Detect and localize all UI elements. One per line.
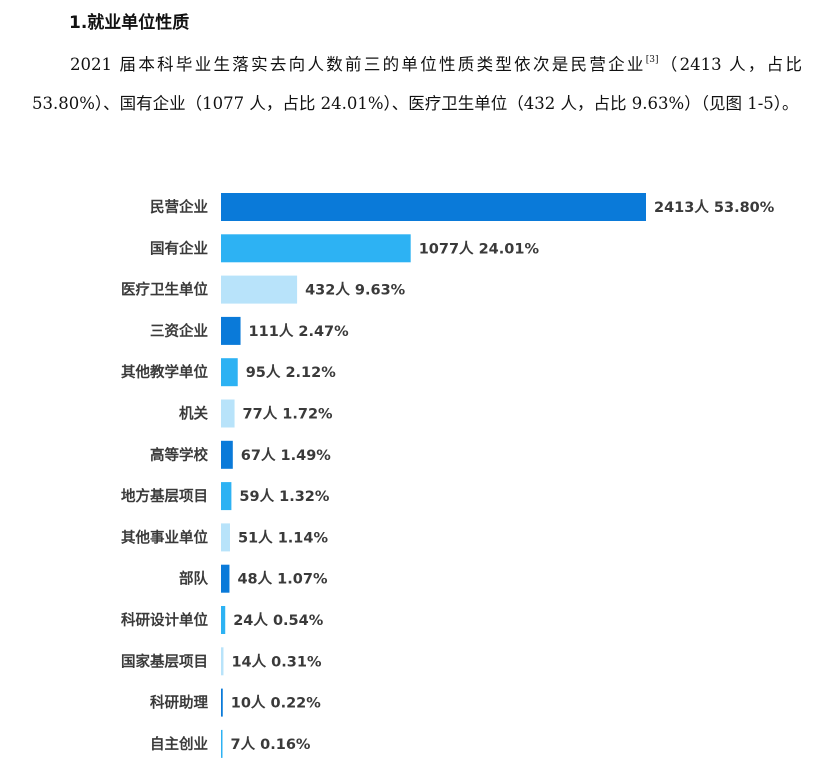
data-label: 48人 1.07% xyxy=(237,571,328,588)
paragraph-main: 2021 届本科毕业生落实去向人数前三的单位性质类型依次是民营企业 xyxy=(70,55,646,74)
data-label: 432人 9.63% xyxy=(305,282,406,299)
bar xyxy=(221,275,298,304)
bar xyxy=(221,606,226,634)
category-label: 高等学校 xyxy=(150,446,208,464)
section-heading: 1.就业单位性质 xyxy=(69,13,190,33)
category-label: 民营企业 xyxy=(150,198,208,216)
category-label: 国有企业 xyxy=(150,239,208,257)
category-label: 部队 xyxy=(179,570,208,588)
data-label: 14人 0.31% xyxy=(231,653,322,670)
paragraph-rest: （2413 人，占比 53.80%）、国有企业（1077 人，占比 24.01%… xyxy=(32,55,802,113)
bar xyxy=(221,523,230,552)
bar xyxy=(221,688,223,717)
bar xyxy=(221,358,238,387)
bar xyxy=(221,647,224,676)
category-label: 其他教学单位 xyxy=(121,363,208,381)
data-label: 51人 1.14% xyxy=(238,529,329,546)
employer-type-bar-chart: 民营企业 2413人 53.80% 国有企业 1077人 24.01% 医疗卫生单位 43… xyxy=(121,193,775,758)
data-label: 24人 0.54% xyxy=(233,612,324,629)
bar xyxy=(221,234,411,263)
data-label: 1077人 24.01% xyxy=(419,240,540,257)
bar xyxy=(221,482,232,511)
category-label: 自主创业 xyxy=(150,735,208,753)
data-label: 111人 2.47% xyxy=(249,323,350,340)
data-label: 95人 2.12% xyxy=(246,364,337,381)
bar xyxy=(221,564,230,593)
category-label: 三资企业 xyxy=(150,322,208,340)
data-label: 59人 1.32% xyxy=(239,488,330,505)
data-label: 7人 0.16% xyxy=(231,736,311,753)
category-label: 医疗卫生单位 xyxy=(121,281,208,299)
bar xyxy=(221,399,235,428)
category-label: 科研设计单位 xyxy=(121,611,208,629)
category-label: 其他事业单位 xyxy=(121,528,208,546)
bar xyxy=(221,316,241,345)
category-label: 地方基层项目 xyxy=(121,487,208,505)
category-label: 机关 xyxy=(179,405,208,423)
intro-paragraph: 2021 届本科毕业生落实去向人数前三的单位性质类型依次是民营企业[3]（241… xyxy=(32,46,802,123)
footnote-mark[interactable]: [3] xyxy=(645,55,659,65)
data-label: 77人 1.72% xyxy=(243,406,334,423)
data-label: 67人 1.49% xyxy=(241,447,332,464)
category-label: 国家基层项目 xyxy=(121,652,208,670)
bar xyxy=(221,193,646,221)
bar xyxy=(221,729,223,758)
bar xyxy=(221,440,233,469)
data-label: 2413人 53.80% xyxy=(654,199,775,216)
category-label: 科研助理 xyxy=(150,694,208,712)
data-label: 10人 0.22% xyxy=(231,695,322,712)
